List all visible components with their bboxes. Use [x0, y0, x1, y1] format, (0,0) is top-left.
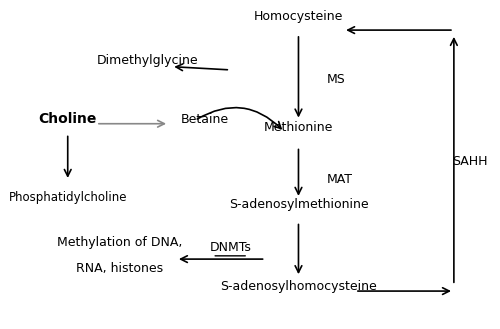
Text: RNA, histones: RNA, histones: [76, 262, 163, 275]
Text: Methylation of DNA,: Methylation of DNA,: [57, 236, 182, 249]
Text: Betaine: Betaine: [180, 113, 229, 126]
Text: S-adenosylmethionine: S-adenosylmethionine: [228, 198, 368, 211]
Text: Choline: Choline: [38, 113, 97, 126]
Text: DNMTs: DNMTs: [210, 241, 251, 254]
Text: MS: MS: [326, 73, 345, 86]
Text: Homocysteine: Homocysteine: [254, 10, 343, 23]
Text: Methionine: Methionine: [264, 121, 333, 135]
Text: SAHH: SAHH: [452, 155, 488, 168]
Text: Phosphatidylcholine: Phosphatidylcholine: [8, 190, 127, 204]
Text: Dimethylglycine: Dimethylglycine: [97, 54, 198, 67]
Text: S-adenosylhomocysteine: S-adenosylhomocysteine: [220, 280, 377, 293]
Text: MAT: MAT: [326, 173, 352, 186]
